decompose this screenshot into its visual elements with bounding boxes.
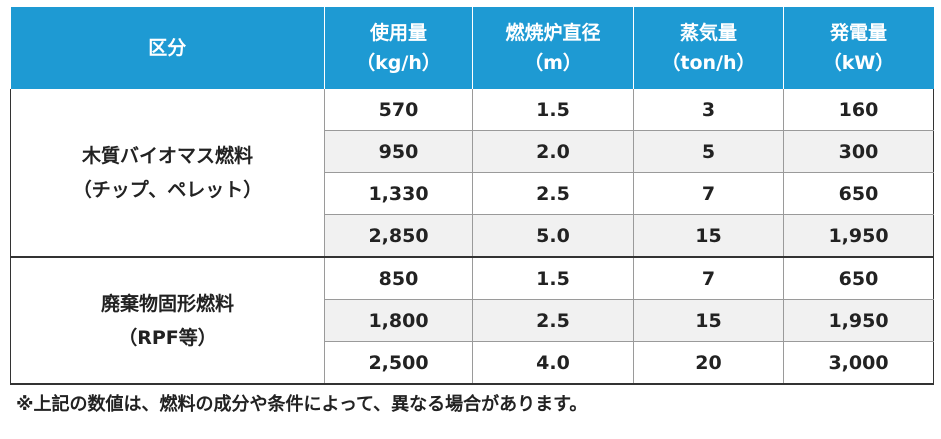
table-row: 2,850 5.0 15 1,950 bbox=[11, 214, 934, 258]
table-row: 2,500 4.0 20 3,000 bbox=[11, 341, 934, 385]
cell-usage: 570 bbox=[324, 89, 473, 131]
cell-diameter: 1.5 bbox=[472, 89, 634, 131]
cell-power: 160 bbox=[783, 89, 934, 131]
cell-steam: 15 bbox=[633, 214, 784, 258]
table-row: 1,330 2.5 7 650 bbox=[11, 172, 934, 215]
cell-steam: 7 bbox=[633, 257, 784, 300]
header-usage: 使用量 （kg/h） bbox=[324, 7, 473, 89]
header-power: 発電量 （kW） bbox=[783, 7, 934, 89]
cell-power: 1,950 bbox=[783, 214, 934, 258]
table-row: 950 2.0 5 300 bbox=[11, 130, 934, 173]
cell-power: 650 bbox=[783, 257, 934, 300]
cell-steam: 20 bbox=[633, 341, 784, 385]
cell-diameter: 2.5 bbox=[472, 299, 634, 342]
cell-diameter: 1.5 bbox=[472, 257, 634, 300]
table-row: 廃棄物固形燃料 （RPF等） 850 1.5 7 650 bbox=[10, 257, 934, 385]
spec-table: 区分 使用量 （kg/h） 燃焼炉直径 （m） 蒸気量 （ton/h） 発電量 （kW）… bbox=[10, 7, 934, 385]
cell-power: 300 bbox=[783, 130, 934, 173]
cell-usage: 2,850 bbox=[324, 214, 473, 258]
cell-diameter: 2.0 bbox=[472, 130, 634, 173]
cell-steam: 5 bbox=[633, 130, 784, 173]
table-row: 1,800 2.5 15 1,950 bbox=[11, 299, 934, 342]
header-furnace-diameter: 燃焼炉直径 （m） bbox=[472, 7, 634, 89]
cell-usage: 850 bbox=[324, 257, 473, 300]
header-steam: 蒸気量 （ton/h） bbox=[633, 7, 784, 89]
table-row: 木質バイオマス燃料 （チップ、ペレット） 570 1.5 3 160 bbox=[10, 89, 934, 258]
header-category: 区分 bbox=[10, 7, 325, 89]
cell-steam: 7 bbox=[633, 172, 784, 215]
cell-power: 3,000 bbox=[783, 341, 934, 385]
cell-usage: 1,800 bbox=[324, 299, 473, 342]
cell-diameter: 2.5 bbox=[472, 172, 634, 215]
cell-usage: 1,330 bbox=[324, 172, 473, 215]
footnote: ※上記の数値は、燃料の成分や条件によって、異なる場合があります。 bbox=[16, 394, 588, 415]
category-wood-biomass: 木質バイオマス燃料 （チップ、ペレット） bbox=[10, 89, 325, 258]
cell-steam: 3 bbox=[633, 89, 784, 131]
cell-power: 1,950 bbox=[783, 299, 934, 342]
cell-power: 650 bbox=[783, 172, 934, 215]
cell-usage: 2,500 bbox=[324, 341, 473, 385]
cell-diameter: 5.0 bbox=[472, 214, 634, 258]
header-row: 区分 使用量 （kg/h） 燃焼炉直径 （m） 蒸気量 （ton/h） 発電量 （kW） bbox=[10, 7, 934, 89]
category-rpf: 廃棄物固形燃料 （RPF等） bbox=[10, 257, 325, 385]
cell-steam: 15 bbox=[633, 299, 784, 342]
cell-usage: 950 bbox=[324, 130, 473, 173]
cell-diameter: 4.0 bbox=[472, 341, 634, 385]
